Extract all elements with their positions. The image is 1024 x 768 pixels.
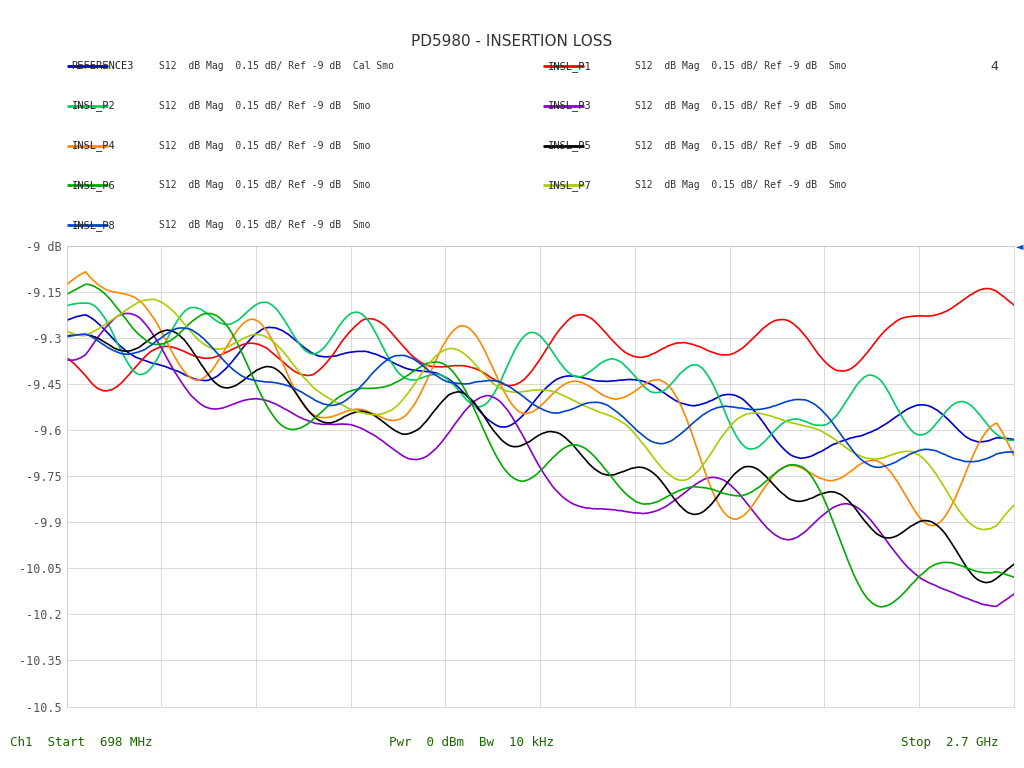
Text: Stop  2.7 GHz: Stop 2.7 GHz [901,736,998,749]
Text: S12  dB Mag  0.15 dB/ Ref -9 dB  Smo: S12 dB Mag 0.15 dB/ Ref -9 dB Smo [159,141,371,151]
Text: 4: 4 [990,60,998,72]
Text: ◄: ◄ [1022,240,1024,251]
Text: ◄: ◄ [1016,240,1024,251]
Text: INSL_P2: INSL_P2 [72,101,116,111]
Text: INSL_P8: INSL_P8 [72,220,116,230]
Text: S12  dB Mag  0.15 dB/ Ref -9 dB  Smo: S12 dB Mag 0.15 dB/ Ref -9 dB Smo [635,180,847,190]
Text: Ch1  Start  698 MHz: Ch1 Start 698 MHz [10,736,153,749]
Text: INSL_P6: INSL_P6 [72,180,116,191]
Text: S12  dB Mag  0.15 dB/ Ref -9 dB  Smo: S12 dB Mag 0.15 dB/ Ref -9 dB Smo [159,101,371,111]
Text: INSL_P3: INSL_P3 [548,101,592,111]
Text: PD5980 - INSERTION LOSS: PD5980 - INSERTION LOSS [412,34,612,49]
Text: S12  dB Mag  0.15 dB/ Ref -9 dB  Smo: S12 dB Mag 0.15 dB/ Ref -9 dB Smo [635,61,847,71]
Text: INSL_P1: INSL_P1 [548,61,592,71]
Text: S12  dB Mag  0.15 dB/ Ref -9 dB  Smo: S12 dB Mag 0.15 dB/ Ref -9 dB Smo [159,180,371,190]
Text: INSL_P7: INSL_P7 [548,180,592,191]
Text: REFERENCE3: REFERENCE3 [72,61,134,71]
Text: S12  dB Mag  0.15 dB/ Ref -9 dB  Smo: S12 dB Mag 0.15 dB/ Ref -9 dB Smo [635,101,847,111]
Text: Pwr  0 dBm  Bw  10 kHz: Pwr 0 dBm Bw 10 kHz [389,736,554,749]
Text: S12  dB Mag  0.15 dB/ Ref -9 dB  Smo: S12 dB Mag 0.15 dB/ Ref -9 dB Smo [159,220,371,230]
Text: INSL_P4: INSL_P4 [72,140,116,151]
Text: INSL_P5: INSL_P5 [548,140,592,151]
Text: S12  dB Mag  0.15 dB/ Ref -9 dB  Smo: S12 dB Mag 0.15 dB/ Ref -9 dB Smo [635,141,847,151]
Text: S12  dB Mag  0.15 dB/ Ref -9 dB  Cal Smo: S12 dB Mag 0.15 dB/ Ref -9 dB Cal Smo [159,61,393,71]
